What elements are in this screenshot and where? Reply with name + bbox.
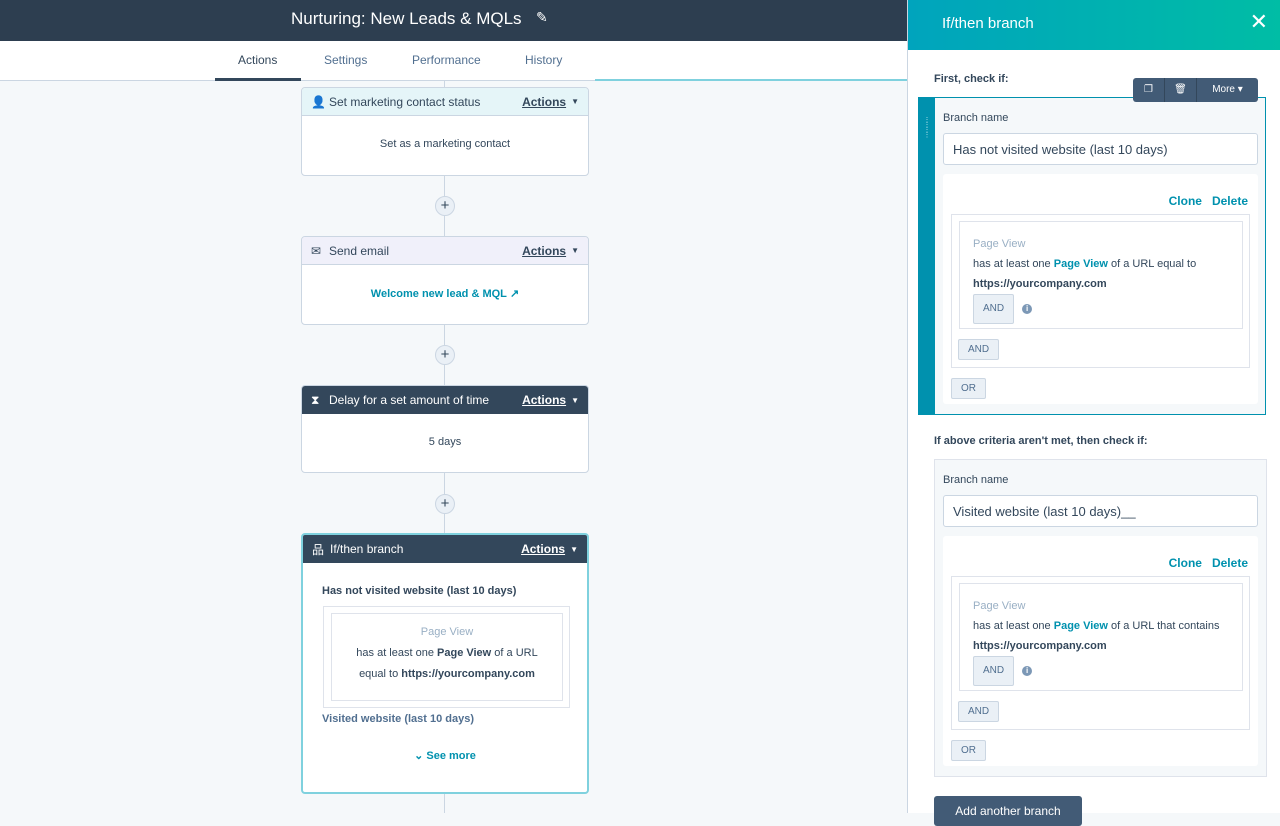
branch-editor-1: ⋮ ⋮ ⋮ ⋮ Branch name Has not visited website…: [918, 97, 1266, 415]
panel-title: If/then branch: [942, 15, 1034, 32]
filter-group: Page View has at least one Page View of …: [951, 576, 1250, 730]
filter-event-link[interactable]: Page View: [1053, 620, 1108, 632]
branch-icon: 品: [312, 542, 325, 557]
filter-url: https://yourcompany.com: [973, 278, 1107, 290]
filter-event-link[interactable]: Page View: [1053, 258, 1108, 270]
tab-performance[interactable]: Performance: [412, 53, 481, 67]
first-check-label: First, check if:: [934, 73, 1009, 85]
workflow-title[interactable]: Nurturing: New Leads & MQLs: [291, 9, 522, 28]
filter-text: of a URL that contains: [1111, 620, 1220, 632]
criteria-container: Clone Delete Page View has at least one P…: [943, 536, 1258, 766]
tab-actions[interactable]: Actions: [238, 53, 278, 67]
filter-type: Page View: [420, 626, 474, 638]
add-action-button[interactable]: +: [435, 345, 455, 365]
branch-name: Visited website (last 10 days): [322, 713, 475, 725]
action-card-delay[interactable]: ⧗ Delay for a set amount of time Actions ▼ …: [301, 385, 589, 473]
copy-icon[interactable]: ❐: [1133, 78, 1165, 102]
close-icon[interactable]: ✕: [1249, 9, 1268, 34]
filter-url: https://yourcompany.com: [401, 668, 535, 680]
envelope-icon: ✉: [311, 243, 322, 258]
branch-group: Page View has at least one Page View of …: [323, 606, 570, 708]
person-icon: 👤: [311, 94, 326, 109]
branch-name-label: Branch name: [943, 474, 1009, 486]
info-icon[interactable]: i: [1022, 666, 1033, 676]
branch-name-label: Branch name: [943, 112, 1009, 124]
filter-summary: Page View has at least one Page View of …: [331, 613, 563, 701]
filter-type: Page View: [973, 600, 1026, 612]
tab-bar: Actions Settings Performance History: [0, 41, 907, 81]
active-tab-indicator: [215, 78, 301, 81]
more-label: More: [1212, 84, 1235, 95]
chevron-down-icon: ⌄: [414, 750, 424, 762]
external-link-icon: ↗: [509, 288, 520, 300]
filter-text: equal to: [359, 668, 399, 680]
branch-editor-2: Branch name Visited website (last 10 day…: [934, 459, 1267, 777]
card-body: Set as a marketing contact: [379, 138, 511, 150]
branch-name-input[interactable]: Visited website (last 10 days)__: [943, 495, 1258, 527]
actions-menu[interactable]: Actions: [522, 243, 567, 258]
add-action-button[interactable]: +: [435, 494, 455, 514]
or-button[interactable]: OR: [951, 378, 986, 399]
action-card-if-then-branch[interactable]: 品 If/then branch Actions ▼ Has not visited …: [301, 533, 589, 794]
actions-menu[interactable]: Actions: [522, 94, 567, 109]
branch-name-input[interactable]: Has not visited website (last 10 days): [943, 133, 1258, 165]
workflow-header: Nurturing: New Leads & MQLs ✎: [0, 0, 907, 41]
caret-down-icon: ▼: [571, 97, 579, 106]
filter-event: Page View: [437, 647, 492, 659]
branch-name: Has not visited website (last 10 days): [322, 585, 517, 597]
card-title: Set marketing contact status: [329, 94, 481, 109]
filter-text: has at least one: [973, 258, 1051, 270]
tab-settings[interactable]: Settings: [324, 53, 368, 67]
second-check-label: If above criteria aren't met, then check…: [934, 435, 1148, 447]
email-link[interactable]: Welcome new lead & MQL: [370, 288, 507, 300]
caret-down-icon: ▼: [571, 395, 579, 405]
criteria-container: Clone Delete Page View has at least one P…: [943, 174, 1258, 404]
filter-text: has at least one: [356, 647, 434, 659]
card-body: 5 days: [428, 436, 462, 448]
caret-down-icon: ▼: [570, 544, 578, 554]
drag-handle[interactable]: ⋮ ⋮ ⋮ ⋮: [919, 98, 935, 414]
card-title: Send email: [329, 243, 390, 258]
filter-text: of a URL equal to: [1111, 258, 1197, 270]
or-button[interactable]: OR: [951, 740, 986, 761]
and-button[interactable]: AND: [958, 701, 1000, 722]
info-icon[interactable]: i: [1022, 304, 1033, 314]
actions-menu[interactable]: Actions: [522, 393, 567, 407]
pencil-icon[interactable]: ✎: [536, 9, 548, 25]
and-button[interactable]: AND: [973, 656, 1015, 686]
clone-link[interactable]: Clone: [1168, 556, 1202, 570]
add-action-button[interactable]: +: [435, 196, 455, 216]
more-menu[interactable]: More ▾: [1212, 84, 1243, 95]
see-more-label: See more: [426, 750, 476, 762]
actions-menu[interactable]: Actions: [521, 542, 566, 556]
delete-link[interactable]: Delete: [1211, 194, 1248, 208]
card-title: If/then branch: [330, 542, 404, 556]
trash-icon[interactable]: 🗑: [1165, 78, 1197, 102]
card-title: Delay for a set amount of time: [329, 393, 490, 407]
hourglass-icon: ⧗: [311, 392, 320, 407]
filter-card[interactable]: Page View has at least one Page View of …: [959, 583, 1243, 691]
branch-toolbar: ❐ 🗑 More ▾: [1133, 78, 1258, 102]
action-card-send-email[interactable]: ✉ Send email Actions ▼ Welcome new lead & M…: [301, 236, 589, 325]
delete-link[interactable]: Delete: [1211, 556, 1248, 570]
action-card-set-status[interactable]: 👤 Set marketing contact status Actions ▼ Se…: [301, 87, 589, 176]
panel-header: If/then branch ✕: [908, 0, 1280, 50]
divider: [595, 79, 907, 81]
filter-url: https://yourcompany.com: [973, 640, 1107, 652]
and-button[interactable]: AND: [973, 294, 1015, 324]
filter-type: Page View: [973, 238, 1026, 250]
filter-card[interactable]: Page View has at least one Page View of …: [959, 221, 1243, 329]
caret-down-icon: ▼: [571, 246, 579, 255]
filter-text: of a URL: [494, 647, 538, 659]
and-button[interactable]: AND: [958, 339, 1000, 360]
clone-link[interactable]: Clone: [1168, 194, 1202, 208]
see-more-link[interactable]: ⌄ See more: [303, 749, 587, 762]
tab-history[interactable]: History: [525, 53, 563, 67]
filter-text: has at least one: [973, 620, 1051, 632]
filter-group: Page View has at least one Page View of …: [951, 214, 1250, 368]
add-another-branch-button[interactable]: Add another branch: [934, 796, 1082, 826]
